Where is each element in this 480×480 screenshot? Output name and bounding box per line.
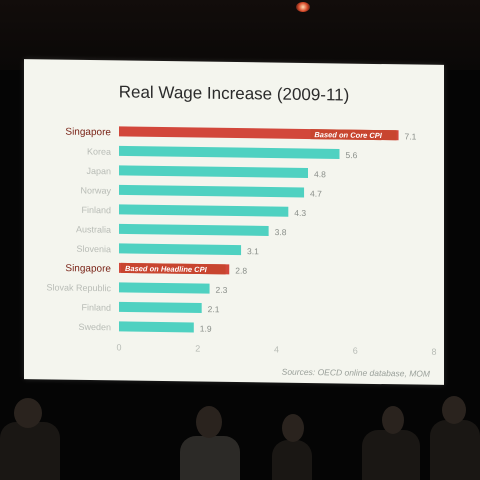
value-label: 2.1 [208,304,220,314]
audience-person [272,440,312,480]
bar [119,223,269,236]
bar-chart: Singapore 7.1 Based on Core CPI Korea 5.6 Jap… [46,126,437,379]
category-label: Slovak Republic [46,282,111,293]
audience-head [442,396,466,424]
category-label: Slovenia [76,244,111,254]
bar [119,321,194,333]
bar [119,165,308,179]
audience-person [362,430,420,480]
ceiling-light [296,2,310,12]
audience-head [14,398,42,428]
value-label: 3.8 [275,227,287,237]
x-tick-label: 4 [274,345,279,355]
category-label: Finland [81,205,111,215]
x-tick-label: 2 [195,343,200,353]
annotation-box [121,262,226,275]
value-label: 7.1 [405,131,417,141]
audience [0,388,480,480]
value-label: 4.8 [314,169,326,179]
x-tick-label: 6 [353,346,358,356]
x-tick-label: 8 [431,347,436,357]
category-label: Australia [76,224,111,234]
value-label: 4.3 [294,208,306,218]
category-label: Singapore [65,127,111,139]
value-label: 3.1 [247,246,259,256]
bar [119,282,210,294]
bar [119,204,289,217]
category-label: Korea [87,146,111,156]
bar [119,184,305,198]
bar [119,301,202,314]
value-label: 1.9 [200,324,212,334]
category-label: Japan [86,166,111,176]
source-note: Sources: OECD online database, MOM [282,367,431,379]
category-label: Norway [80,185,111,195]
audience-head [282,414,304,442]
ceiling [0,0,480,70]
x-tick-label: 0 [116,342,121,352]
projector-screen: Real Wage Increase (2009-11) Singapore 7.… [24,59,444,385]
audience-head [196,406,222,438]
annotation-label: Based on Core CPI [314,130,382,140]
category-label: Sweden [78,322,111,332]
audience-person [180,436,240,480]
audience-person [0,422,60,480]
audience-head [382,406,404,434]
category-label: Finland [81,302,111,312]
value-label: 2.3 [216,285,228,295]
audience-person [430,420,480,480]
annotation-label: Based on Headline CPI [125,264,208,274]
bar [119,145,340,159]
value-label: 4.7 [310,189,322,199]
value-label: 5.6 [346,150,358,160]
bar [119,243,242,256]
annotation-box [310,129,397,141]
category-label: Singapore [65,263,111,275]
value-label: 2.8 [235,266,247,276]
